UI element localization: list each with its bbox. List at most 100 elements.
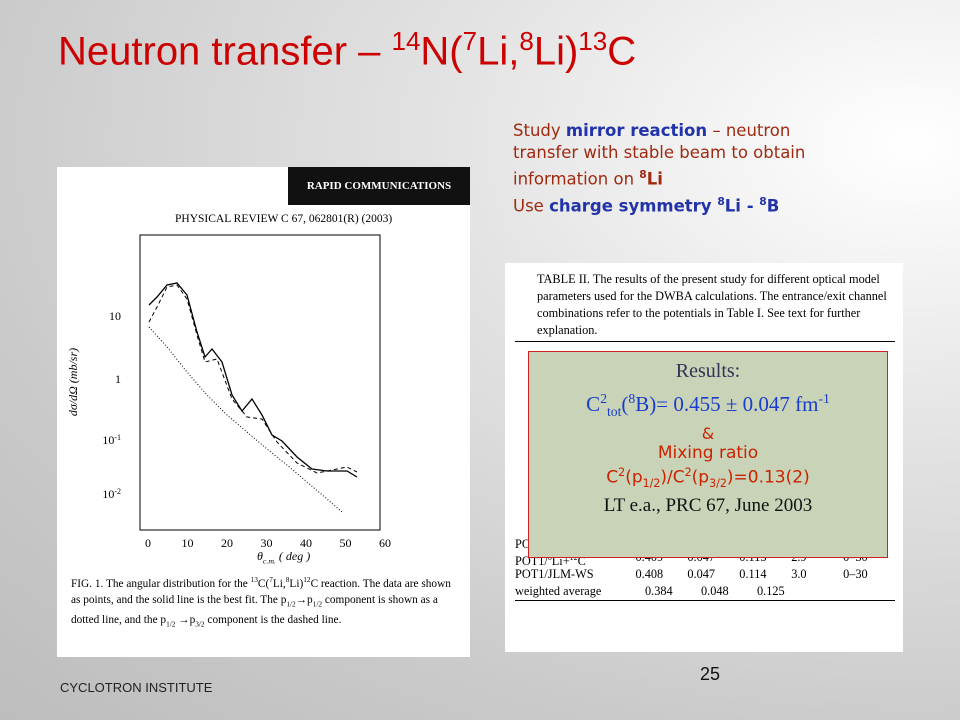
axes <box>139 234 381 531</box>
banner: RAPID COMMUNICATIONS <box>288 167 470 205</box>
text-run: p <box>280 593 287 606</box>
text-run: )=0.13(2) <box>726 467 810 488</box>
text-run: C <box>606 467 619 488</box>
text-run: 13 <box>250 575 258 584</box>
text-run: )/C <box>660 467 685 488</box>
table-cell: 0.384 <box>645 584 673 598</box>
text-run: C <box>607 29 637 74</box>
institute: CYCLOTRON INSTITUTE <box>60 680 213 695</box>
x-tick-label: 10 <box>182 536 194 550</box>
text-run: 13 <box>578 26 608 56</box>
table-cell: weighted average <box>515 583 645 600</box>
table-cell: 0.114 <box>739 567 767 581</box>
text-run: B)= 0.455 ± 0.047 fm <box>635 392 819 416</box>
text-run: 14 <box>391 26 421 56</box>
table-rule <box>515 341 895 342</box>
text-run: Mixing ratio <box>657 443 759 464</box>
text-run: (p <box>625 467 643 488</box>
study-text: Study mirror reaction – neutron transfer … <box>513 120 805 217</box>
text-run: mirror reaction <box>565 121 708 140</box>
y-axis-label: dσ/dΩ (mb/sr) <box>66 348 80 416</box>
text-run: C <box>577 554 586 569</box>
text-run: 3/2 <box>195 619 205 629</box>
text-run: Neutron transfer – <box>58 29 392 74</box>
text-run: 1/2 <box>642 477 661 491</box>
text-run: 1 <box>115 372 121 386</box>
text-run: & <box>701 424 715 444</box>
results-line: C2tot(8B)= 0.455 ± 0.047 fm-1 <box>529 391 887 420</box>
text-run: 1/2 <box>166 619 176 629</box>
text-run: N( <box>420 29 463 74</box>
text-run: 2 <box>684 466 692 480</box>
text-run: 8 <box>628 391 636 406</box>
fit-curve <box>148 282 358 478</box>
text-run: LT e.a., PRC 67, June 2003 <box>603 495 813 517</box>
text-run: 8 <box>519 26 534 56</box>
text-run: information on <box>513 169 640 189</box>
text-run: θ <box>257 549 263 563</box>
text-run: C( <box>257 577 270 590</box>
text-run: Li) <box>533 29 579 74</box>
text-run: Use <box>513 196 550 215</box>
text-run: 8 <box>285 575 290 584</box>
text-run: Li, <box>272 577 286 590</box>
text-run: 8 <box>639 168 647 181</box>
text-run: POT1/JLM-WS <box>515 567 594 581</box>
results-line: C2(p1/2)/C2(p3/2)=0.13(2) <box>529 466 887 490</box>
table-cell: 3.0 <box>791 567 807 581</box>
slide-title: Neutron transfer – 14N(7Li,8Li)13C <box>58 26 636 74</box>
text-run: c.m. <box>262 556 276 566</box>
text-run: 10 <box>102 433 114 447</box>
text-run: Li) <box>289 577 304 590</box>
page-number: 25 <box>700 664 721 684</box>
text-run: p <box>189 614 196 627</box>
x-tick-label: 60 <box>379 536 391 550</box>
text-run: tot <box>607 404 622 420</box>
x-axis-label: θc.m. ( deg ) <box>257 549 310 565</box>
text-run: 8 <box>717 194 725 208</box>
results-line: Results: <box>529 360 887 383</box>
paper-figure: RAPID COMMUNICATIONS PHYSICAL REVIEW C 6… <box>57 167 470 657</box>
text-run: 12 <box>303 575 311 584</box>
text-run: 7 <box>462 26 478 56</box>
results-line: Mixing ratio <box>529 443 887 463</box>
y-tick-label: 10-1 <box>102 433 121 448</box>
text-run: p <box>160 614 167 627</box>
journal: PHYSICAL REVIEW C 67, 062801(R) (2003) <box>175 213 393 225</box>
text-run: charge symmetry <box>549 196 718 215</box>
text-run: 3/2 <box>709 477 727 491</box>
text-run: component is shown as a dotted line, and… <box>71 593 438 627</box>
text-run: 2 <box>618 466 626 480</box>
text-run: weighted average <box>515 584 602 598</box>
figure-caption: FIG. 1. The angular distribution for the… <box>71 572 456 632</box>
dashed-curve <box>148 284 358 474</box>
text-run: Results: <box>675 360 741 382</box>
study-line: transfer with stable beam to obtain <box>513 142 805 164</box>
text-run: transfer with stable beam to obtain <box>513 143 806 162</box>
study-line: Use charge symmetry 8Li - 8B <box>513 191 805 218</box>
text-run: → <box>295 593 308 606</box>
text-run: 10 <box>102 487 114 501</box>
text-run: – neutron <box>707 121 791 140</box>
results-line: & <box>529 424 887 443</box>
text-run: 1/2 <box>312 599 323 609</box>
x-tick-label: 40 <box>300 536 312 550</box>
text-run: C reaction. The data are shown as points… <box>71 577 451 606</box>
table-cell: 0.125 <box>757 584 785 598</box>
text-run: 10 <box>109 309 121 323</box>
table-cell: 0–30 <box>843 567 868 581</box>
x-tick-label: 20 <box>221 536 233 550</box>
text-run: -2 <box>114 487 121 496</box>
text-run: FIG. 1. The angular distribution for the <box>71 577 251 590</box>
text-run: Li, <box>477 29 520 74</box>
text-run: Li <box>646 169 663 189</box>
results-line: LT e.a., PRC 67, June 2003 <box>529 495 887 517</box>
x-tick-label: 50 <box>340 536 352 550</box>
table-row: POT1/JLM-WS 0.408 0.047 0.114 3.0 0–30 <box>515 566 895 583</box>
table-cell: POT1/JLM-WS <box>515 566 635 583</box>
text-run: 1/2 <box>286 599 296 609</box>
study-line: Study mirror reaction – neutron <box>513 120 805 142</box>
text-run: 2 <box>600 391 608 406</box>
